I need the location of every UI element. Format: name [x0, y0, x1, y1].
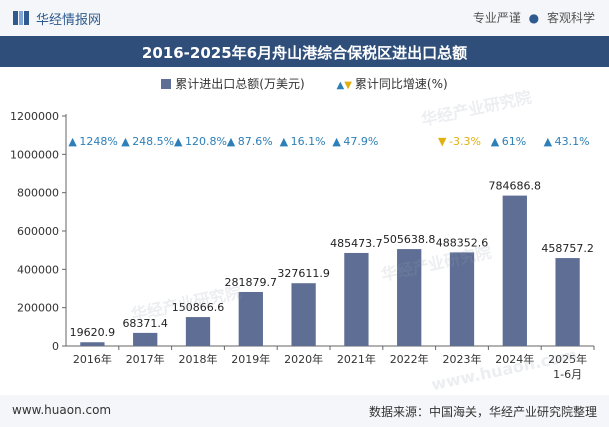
bar-value-label: 458757.2 — [541, 242, 594, 255]
legend-bar-label: 累计进出口总额(万美元) — [175, 77, 305, 91]
bar-value-label: 150866.6 — [172, 301, 225, 314]
legend-pct: ▲▼ 累计同比增速(%) — [337, 75, 448, 92]
growth-rate-label: 47.9% — [343, 135, 378, 148]
bar — [344, 252, 369, 346]
bar — [449, 252, 475, 346]
x-tick-label: 2017年 — [126, 352, 165, 366]
bar-chart: 0 200000 400000 600000 800000 1000000 1200000 2… — [10, 110, 595, 381]
y-tick-label: 200000 — [17, 302, 59, 315]
triangle-up-icon: ▲ — [491, 135, 500, 148]
x-tick-label: 2022年 — [390, 352, 429, 366]
triangle-down-icon: ▼ — [344, 80, 352, 91]
footer-site: www.huaon.com — [12, 403, 112, 417]
triangle-up-icon: ▲ — [544, 135, 553, 148]
tagline: 专业严谨 ● 客观科学 — [473, 9, 595, 26]
legend: 累计进出口总额(万美元) ▲▼ 累计同比增速(%) — [0, 75, 609, 92]
bar — [397, 249, 422, 346]
growth-rate-label: 43.1% — [555, 135, 590, 148]
legend-bar: 累计进出口总额(万美元) — [161, 75, 305, 92]
legend-pct-label: 累计同比增速(%) — [354, 77, 448, 91]
bar-value-label: 68371.4 — [122, 317, 168, 330]
footer: www.huaon.com 数据来源：中国海关，华经产业研究院整理 — [0, 395, 609, 427]
bar — [133, 332, 158, 346]
y-tick-label: 1200000 — [10, 110, 59, 123]
bar — [185, 317, 211, 346]
x-tick-label: 2019年 — [231, 352, 270, 366]
x-tick-label: 2021年 — [337, 352, 376, 366]
brand-name: 华经情报网 — [36, 13, 102, 28]
x-tick-label: 2018年 — [179, 352, 218, 366]
tagline-2: 客观科学 — [546, 11, 595, 25]
bar — [80, 342, 105, 346]
footer-source: 数据来源：中国海关，华经产业研究院整理 — [368, 405, 597, 419]
legend-bar-swatch — [161, 79, 172, 89]
growth-rate-label: 248.5% — [132, 135, 174, 148]
bar-value-label: 505638.8 — [383, 233, 436, 246]
triangle-up-icon: ▲ — [280, 135, 289, 148]
y-tick-label: 1000000 — [10, 148, 59, 161]
bar-value-label: 784686.8 — [489, 180, 542, 193]
growth-rate-label: 1248% — [79, 135, 117, 148]
tagline-1: 专业严谨 — [472, 11, 521, 25]
title-bar: 2016-2025年6月舟山港综合保税区进出口总额 — [0, 36, 609, 67]
y-tick-label: 400000 — [17, 263, 59, 276]
x-tick-label: 2025年 — [548, 352, 587, 366]
bar — [502, 195, 527, 346]
triangle-up-icon: ▲ — [121, 135, 130, 148]
bar-value-label: 327611.9 — [277, 267, 330, 280]
y-tick-label: 600000 — [17, 225, 59, 238]
bar-value-label: 281879.7 — [225, 276, 278, 289]
triangle-up-icon: ▲ — [68, 135, 77, 148]
growth-rate-label: 87.6% — [238, 135, 273, 148]
growth-rate-label: 61% — [502, 135, 526, 148]
bar — [291, 283, 316, 346]
growth-rate-label: -3.3% — [449, 135, 481, 148]
bar-value-label: 485473.7 — [330, 237, 383, 250]
x-tick-label: 2016年 — [73, 352, 112, 366]
bar-value-label: 19620.9 — [70, 326, 116, 339]
top-bar: 华经情报网 专业严谨 ● 客观科学 — [0, 0, 609, 36]
y-tick-label: 0 — [52, 340, 59, 353]
bar-value-label: 488352.6 — [436, 236, 489, 249]
x-tick-label: 2023年 — [443, 352, 482, 366]
triangle-up-icon: ▲ — [227, 135, 236, 148]
triangle-up-icon: ▲ — [332, 135, 341, 148]
triangle-down-icon: ▼ — [438, 135, 447, 148]
y-tick-label: 800000 — [17, 187, 59, 200]
x-tick-label: 1-6月 — [553, 368, 582, 381]
chart-title: 2016-2025年6月舟山港综合保税区进出口总额 — [141, 44, 468, 62]
bar — [555, 258, 580, 346]
x-tick-label: 2020年 — [284, 352, 323, 366]
triangle-up-icon: ▲ — [174, 135, 183, 148]
brand-logo-icon — [13, 11, 29, 25]
x-tick-label: 2024年 — [495, 352, 534, 366]
bar — [238, 291, 263, 346]
bullet-icon: ● — [528, 11, 540, 25]
growth-rate-label: 120.8% — [185, 135, 227, 148]
growth-rate-label: 16.1% — [291, 135, 326, 148]
triangle-up-icon: ▲ — [336, 80, 345, 91]
